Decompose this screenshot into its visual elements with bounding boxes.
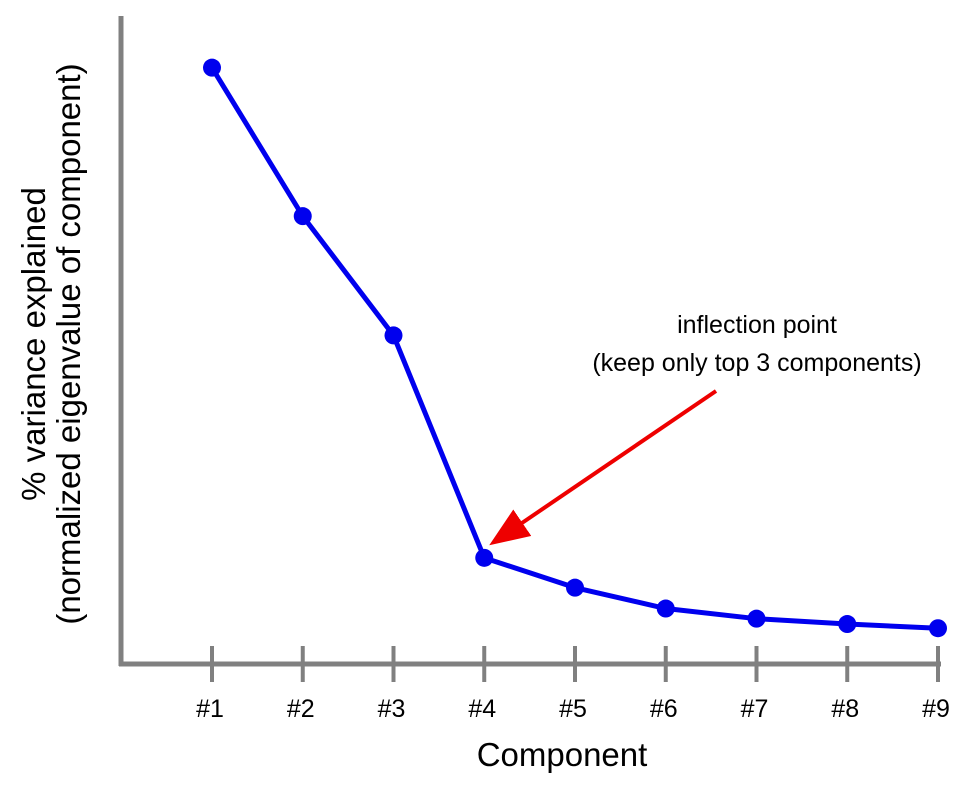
series-line: [209, 66, 939, 631]
y-axis-title: % variance explained (normalized eigenva…: [15, 63, 87, 624]
x-tick-label: #1: [196, 695, 224, 723]
data-point: [566, 578, 584, 597]
x-tick-label: #6: [650, 695, 678, 723]
x-axis-title: Component: [477, 736, 648, 773]
data-point: [747, 609, 766, 628]
inflection-annotation: inflection point (keep only top 3 compon…: [489, 311, 922, 546]
data-point: [656, 599, 675, 618]
x-tick-label: #9: [922, 695, 950, 723]
x-tick-label: #3: [378, 695, 406, 723]
annotation-line-2: (keep only top 3 components): [592, 349, 921, 377]
x-tick-label: #2: [287, 695, 315, 723]
x-tick-label: #7: [741, 695, 769, 723]
annotation-arrow: [489, 389, 718, 546]
x-tick-label: #5: [559, 695, 587, 723]
x-tick-labels: #1 #2 #3 #4 #5 #6 #7 #8 #9: [196, 695, 950, 723]
y-axis-title-line-1: % variance explained: [15, 187, 52, 501]
data-point: [475, 548, 494, 567]
axes: #1 #2 #3 #4 #5 #6 #7 #8 #9: [118, 16, 950, 723]
data-point: [203, 58, 221, 77]
data-point: [384, 326, 403, 345]
data-point: [293, 207, 312, 226]
x-tick-label: #8: [831, 695, 859, 723]
x-ticks: [210, 646, 940, 682]
series: [203, 58, 947, 638]
y-axis-title-line-2: (normalized eigenvalue of component): [50, 63, 87, 624]
data-point: [929, 619, 947, 638]
x-tick-label: #4: [468, 695, 496, 723]
annotation-line-1: inflection point: [677, 311, 837, 339]
data-point: [838, 615, 857, 634]
series-points: [203, 58, 947, 638]
